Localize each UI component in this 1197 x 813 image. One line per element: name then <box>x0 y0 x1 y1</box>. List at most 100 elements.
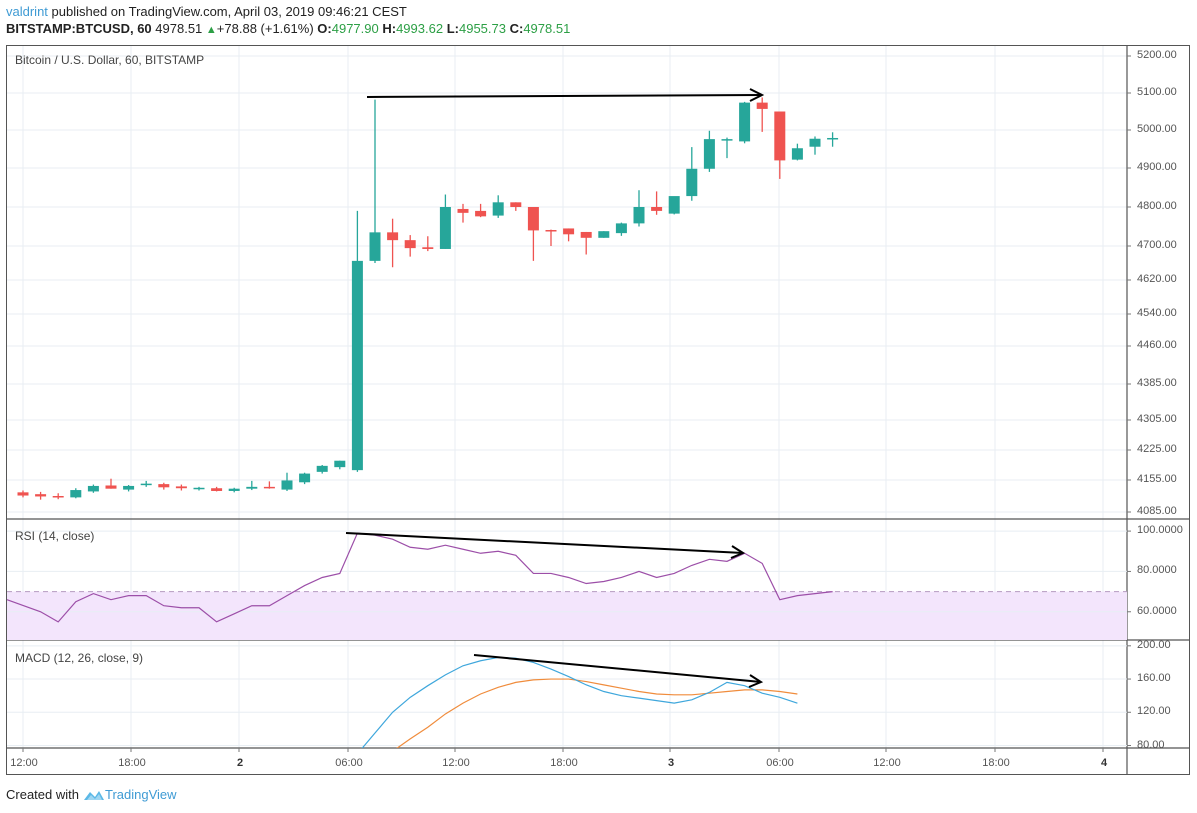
price-tick-label: 4385.00 <box>1137 377 1177 389</box>
high-value: 4993.62 <box>396 21 444 36</box>
rsi-line <box>6 532 833 623</box>
arrow-head-icon <box>749 88 765 102</box>
candle-body <box>369 232 381 261</box>
macd-pane-title: MACD (12, 26, close, 9) <box>15 651 144 665</box>
rsi-band <box>7 591 1127 640</box>
open-value: 4977.90 <box>331 21 379 36</box>
symbol-label: BITSTAMP:BTCUSD, 60 <box>6 21 152 36</box>
price-tick-label: 5100.00 <box>1137 86 1177 98</box>
published-text: published on TradingView.com, April 03, … <box>47 4 407 19</box>
candle-body <box>756 102 768 109</box>
price-tick-label: 4900.00 <box>1137 161 1177 173</box>
candle-body <box>351 260 363 471</box>
rsi-tick-label: 60.0000 <box>1137 604 1177 617</box>
time-tick-label: 18:00 <box>550 757 578 769</box>
created-with-text: Created with <box>6 787 79 802</box>
price-tick-label: 4800.00 <box>1137 200 1177 212</box>
price-tick-label: 4225.00 <box>1137 443 1177 455</box>
rsi-pane-title: RSI (14, close) <box>15 529 95 543</box>
candle-body <box>404 240 416 249</box>
price-tick-label: 4540.00 <box>1137 307 1177 319</box>
price-change: +78.88 (+1.61%) <box>216 21 314 36</box>
candle-body <box>668 196 680 214</box>
time-tick-label: 18:00 <box>118 757 146 769</box>
chart-frame <box>6 45 1190 775</box>
tradingview-link[interactable]: TradingView <box>83 787 177 802</box>
candle-body <box>739 102 751 142</box>
candle-body <box>316 465 328 472</box>
price-tick-label: 4460.00 <box>1137 339 1177 351</box>
last-price: 4978.51 <box>155 21 203 36</box>
candle-body <box>774 111 786 161</box>
candle-body <box>527 207 539 231</box>
tradingview-brand: TradingView <box>104 787 177 802</box>
price-tick-label: 4155.00 <box>1137 473 1177 485</box>
candle-body <box>492 202 504 216</box>
price-tick-label: 4305.00 <box>1137 413 1177 425</box>
candle-body <box>439 207 451 249</box>
candle-body <box>158 484 170 488</box>
time-tick-label: 06:00 <box>335 757 363 769</box>
candle-body <box>334 460 346 468</box>
candle-body <box>545 230 557 232</box>
candle-body <box>387 232 399 241</box>
arrow-head-icon <box>730 545 746 559</box>
time-tick-label: 12:00 <box>10 757 38 769</box>
high-label: H: <box>382 21 397 36</box>
candle-body <box>475 210 487 217</box>
candle-body <box>87 485 99 492</box>
candle-body <box>809 138 821 147</box>
symbol-quote-line: BITSTAMP:BTCUSD, 60 4978.51 ▲+78.88 (+1.… <box>6 21 570 36</box>
time-tick-label: 06:00 <box>766 757 794 769</box>
tradingview-logo-icon <box>83 790 104 800</box>
candle-body <box>175 486 187 489</box>
price-tick-label: 5000.00 <box>1137 123 1177 135</box>
candle-body <box>457 208 469 213</box>
annotation-arrow-macd <box>473 654 762 683</box>
price-tick-label: 4085.00 <box>1137 505 1177 517</box>
time-tick-label: 12:00 <box>873 757 901 769</box>
candle-body <box>123 485 135 490</box>
rsi-tick-label: 100.0000 <box>1137 524 1183 537</box>
candle-body <box>140 483 152 486</box>
candle-body <box>228 488 240 491</box>
publisher-line: valdrint published on TradingView.com, A… <box>6 4 407 19</box>
close-value: 4978.51 <box>523 21 571 36</box>
candle-body <box>299 473 311 483</box>
candle-body <box>791 148 803 160</box>
candle-body <box>563 228 575 235</box>
candle-body <box>193 487 205 490</box>
candle-body <box>510 202 522 207</box>
macd-line <box>361 656 798 748</box>
candle-body <box>598 231 610 238</box>
candle-body <box>686 168 698 197</box>
low-value: 4955.73 <box>458 21 506 36</box>
up-triangle-icon: ▲ <box>205 24 217 36</box>
candle-body <box>263 486 275 489</box>
rsi-tick-label: 80.0000 <box>1137 564 1177 577</box>
time-tick-label: 12:00 <box>442 757 470 769</box>
price-tick-label: 5200.00 <box>1137 49 1177 61</box>
candle-body <box>35 494 47 497</box>
open-label: O: <box>317 21 332 36</box>
price-pane-title: Bitcoin / U.S. Dollar, 60, BITSTAMP <box>15 53 205 67</box>
annotation-arrow-price <box>366 94 763 98</box>
time-tick-label: 4 <box>1100 757 1108 769</box>
time-tick-label: 18:00 <box>982 757 1010 769</box>
candle-body <box>246 486 258 489</box>
arrow-head-icon <box>748 674 764 688</box>
macd-tick-label: 80.00 <box>1137 738 1165 751</box>
candle-body <box>70 490 82 498</box>
footer: Created with TradingView <box>6 787 177 802</box>
candle-body <box>211 488 223 491</box>
candle-body <box>422 247 434 249</box>
candle-body <box>651 207 663 211</box>
candle-body <box>105 485 117 489</box>
candle-body <box>52 496 64 498</box>
publisher-username[interactable]: valdrint <box>6 4 48 19</box>
candle-body <box>17 492 29 496</box>
time-tick-label: 3 <box>667 757 675 769</box>
macd-tick-label: 160.00 <box>1137 672 1171 685</box>
price-tick-label: 4700.00 <box>1137 239 1177 251</box>
